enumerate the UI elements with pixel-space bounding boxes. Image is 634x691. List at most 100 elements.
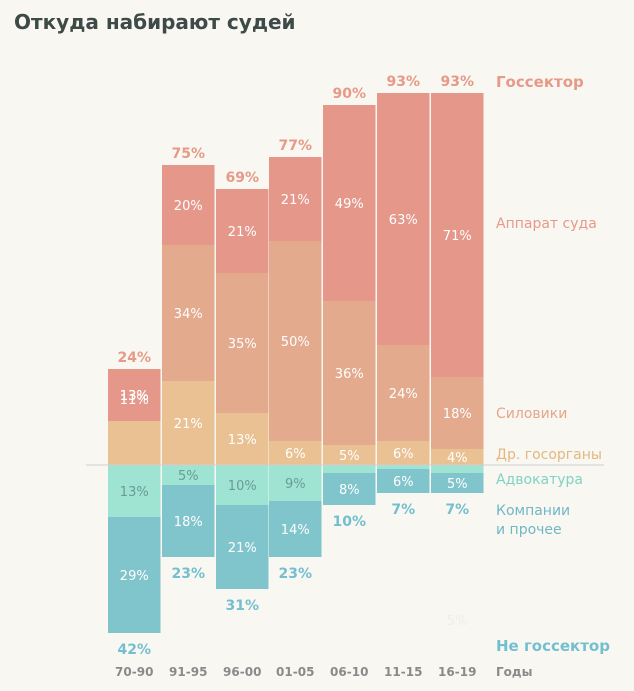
segment-label: 36%	[335, 367, 364, 382]
segment-label: 21%	[281, 193, 310, 208]
bar-segment-2-01-05	[269, 241, 322, 441]
gos-total-label: 24%	[117, 350, 151, 366]
bar-segment-4-01-05	[269, 465, 322, 501]
bar-segment-3-96-00	[216, 413, 269, 465]
segment-label: 50%	[281, 335, 310, 350]
segment-label: 63%	[389, 213, 418, 228]
bar-segment-3-01-05	[269, 441, 322, 465]
x-axis-label: Годы	[496, 665, 532, 679]
bar-segment-3-91-95	[162, 381, 215, 465]
nongos-total-label: 31%	[225, 598, 259, 614]
bar-segment-4-16-19	[431, 465, 484, 473]
x-tick-label: 01-05	[276, 665, 314, 679]
bar-segment-2-96-00	[216, 273, 269, 413]
x-tick-label: 16-19	[438, 665, 476, 679]
segment-label: 29%	[120, 569, 149, 584]
segment-label: 21%	[228, 541, 257, 556]
legend-apparat-label: Аппарат суда	[496, 216, 597, 232]
segment-label: 14%	[281, 523, 310, 538]
segment-label: 6%	[393, 447, 414, 462]
gos-total-label: 90%	[332, 86, 366, 102]
chart-title: Откуда набирают судей	[14, 10, 296, 34]
bar-segment-1-91-95	[162, 165, 215, 245]
segment-label: 11%	[120, 393, 149, 408]
nongos-total-label: 10%	[332, 514, 366, 530]
segment-label: 34%	[174, 307, 203, 322]
bar-segment-5-16-19	[431, 473, 484, 493]
legend-gos-label: Госсектор	[496, 73, 584, 91]
bar-segment-2-91-95	[162, 245, 215, 381]
bar-segment-5-91-95	[162, 485, 215, 557]
x-tick-label: 96-00	[223, 665, 261, 679]
segment-label: 10%	[228, 479, 257, 494]
segment-label: 6%	[285, 447, 306, 462]
segment-label: 9%	[285, 477, 306, 492]
segment-label: 5%	[447, 477, 468, 492]
legend-dr-label: Др. госорганы	[496, 447, 602, 463]
segment-label: 5%	[339, 449, 360, 464]
bar-segment-5-01-05	[269, 501, 322, 557]
segment-label: 35%	[228, 337, 257, 352]
segment-label: 13%	[120, 485, 149, 500]
bar-segment-1-06-10	[323, 105, 376, 301]
segment-label: 21%	[174, 417, 203, 432]
segment-label: 21%	[228, 225, 257, 240]
bar-segment-3-11-15	[377, 441, 430, 465]
x-tick-label: 91-95	[169, 665, 207, 679]
legend-nongos-label: Не госсектор	[496, 637, 610, 655]
bar-segment-1-01-05	[269, 157, 322, 241]
bar-segment-4-11-15	[377, 465, 430, 469]
segment-label: 71%	[443, 229, 472, 244]
x-tick-label: 70-90	[115, 665, 153, 679]
bar-segment-4-06-10	[323, 465, 376, 473]
nongos-total-label: 7%	[445, 502, 469, 518]
bar-segment-4-70-90	[108, 465, 161, 517]
gos-total-label: 75%	[171, 146, 205, 162]
bar-segment-3-70-90	[108, 421, 161, 465]
gos-total-label: 77%	[278, 138, 312, 154]
gos-total-label: 93%	[386, 74, 420, 90]
bar-segment-4-91-95	[162, 465, 215, 485]
nongos-total-label: 7%	[391, 502, 415, 518]
segment-label: 8%	[339, 483, 360, 498]
nongos-total-label: 42%	[117, 642, 151, 658]
bar-segment-1-11-15	[377, 93, 430, 345]
segment-label: 4%	[447, 451, 468, 466]
legend-adv-label: Адвокатура	[496, 472, 583, 488]
bar-segment-3-16-19	[431, 449, 484, 465]
bar-segment-3-06-10	[323, 445, 376, 465]
gos-total-label: 93%	[440, 74, 474, 90]
segment-label: 13%	[228, 433, 257, 448]
segment-label: 20%	[174, 199, 203, 214]
legend-komp-label-line1: Компании	[496, 503, 570, 519]
segment-label: 18%	[443, 407, 472, 422]
bar-segment-5-96-00	[216, 505, 269, 589]
x-tick-label: 11-15	[384, 665, 422, 679]
segment-label: 13%	[120, 389, 149, 404]
segment-label: 24%	[389, 387, 418, 402]
bar-segment-4-96-00	[216, 465, 269, 505]
segment-label: 49%	[335, 197, 364, 212]
bar-segment-1-70-90	[108, 369, 161, 421]
segment-label: 6%	[393, 475, 414, 490]
bar-segment-2-11-15	[377, 345, 430, 441]
bar-segment-5-70-90	[108, 517, 161, 633]
nongos-total-label: 23%	[171, 566, 205, 582]
bar-segment-2-16-19	[431, 377, 484, 449]
segment-label: 13%	[120, 389, 149, 404]
nongos-total-label: 23%	[278, 566, 312, 582]
segment-label: 18%	[174, 515, 203, 530]
stray-label: 5%	[447, 614, 468, 629]
bar-segment-1-16-19	[431, 93, 484, 377]
gos-total-label: 69%	[225, 170, 259, 186]
bar-segment-2-06-10	[323, 301, 376, 445]
bar-segment-5-06-10	[323, 473, 376, 505]
legend-siloviki-label: Силовики	[496, 406, 567, 422]
legend-komp-label-line2: и прочее	[496, 522, 562, 538]
x-tick-label: 06-10	[330, 665, 368, 679]
bar-segment-5-11-15	[377, 469, 430, 493]
bar-segment-1-96-00	[216, 189, 269, 273]
segment-label: 5%	[178, 469, 199, 484]
